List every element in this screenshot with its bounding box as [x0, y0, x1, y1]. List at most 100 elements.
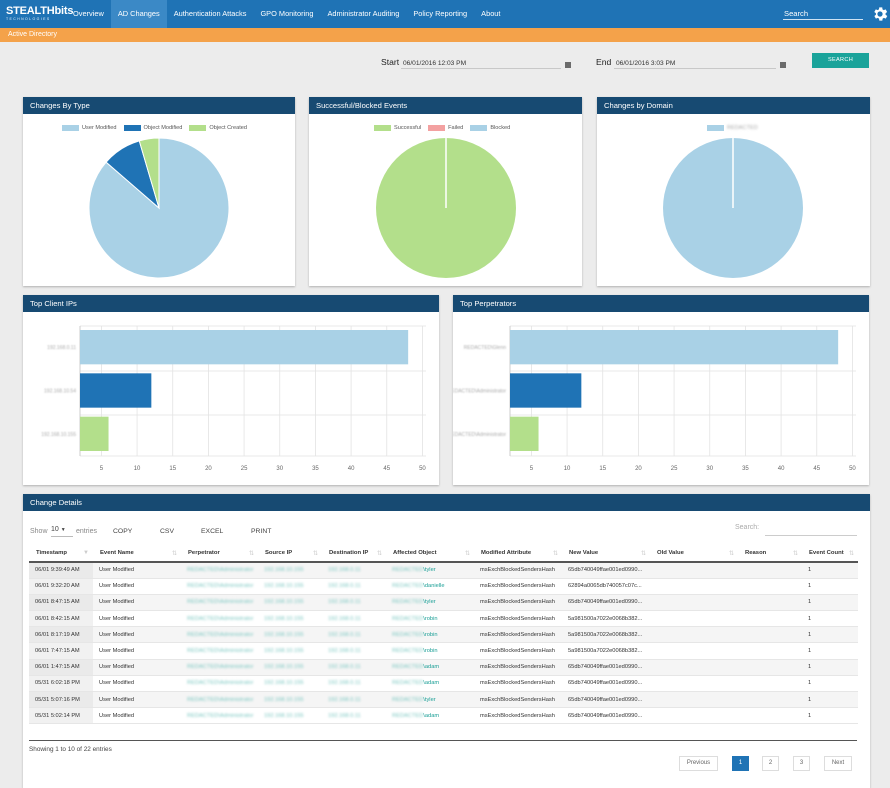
perpetrator-cell[interactable]: REDACTED\Administrator — [181, 659, 258, 676]
perpetrator-cell[interactable]: REDACTED\Administrator — [181, 562, 258, 579]
perpetrator-cell[interactable]: REDACTED\Administrator — [181, 691, 258, 709]
legend-item[interactable]: Successful — [374, 125, 421, 131]
destination-ip-cell[interactable]: 192.168.0.11 — [322, 707, 386, 725]
affected-object-cell[interactable]: REDACTED\adam — [386, 659, 474, 676]
legend-item[interactable]: Object Modified — [123, 125, 182, 131]
legend-item[interactable]: REDACTED — [707, 125, 758, 131]
source-ip-cell[interactable]: 192.168.10.155 — [258, 707, 322, 725]
column-header[interactable]: Affected Object ⇅ — [386, 545, 474, 563]
table-row[interactable]: 05/31 6:02:18 PM User Modified REDACTED\Ad… — [29, 675, 858, 693]
excel-button[interactable]: EXCEL — [201, 528, 224, 535]
gear-icon[interactable] — [871, 5, 889, 23]
column-header[interactable]: New Value ⇅ — [562, 545, 650, 563]
table-row[interactable]: 06/01 1:47:15 AM User Modified REDACTED\Ad… — [29, 659, 858, 676]
nav-authentication-attacks[interactable]: Authentication Attacks — [173, 9, 247, 18]
page-1-button[interactable]: 1 — [732, 756, 749, 771]
legend-item[interactable]: Object Created — [189, 125, 247, 131]
perpetrator-cell[interactable]: REDACTED\Administrator — [181, 675, 258, 693]
destination-ip-cell[interactable]: 192.168.0.11 — [322, 659, 386, 676]
search-button[interactable]: SEARCH — [812, 53, 869, 68]
table-row[interactable]: 06/01 8:17:19 AM User Modified REDACTED\Ad… — [29, 626, 858, 644]
column-header[interactable]: Perpetrator ⇅ — [181, 545, 258, 563]
destination-ip-cell[interactable]: 192.168.0.11 — [322, 675, 386, 693]
nav-about[interactable]: About — [481, 9, 501, 18]
affected-object-cell[interactable]: REDACTED\tyler — [386, 691, 474, 709]
table-row[interactable]: 06/01 8:42:15 AM User Modified REDACTED\Ad… — [29, 610, 858, 628]
column-header[interactable]: Destination IP ⇅ — [322, 545, 386, 563]
bar[interactable] — [510, 373, 582, 408]
destination-ip-cell[interactable]: 192.168.0.11 — [322, 691, 386, 709]
bar[interactable] — [510, 416, 539, 451]
column-header[interactable]: Event Count ⇅ — [802, 545, 858, 563]
column-header[interactable]: Old Value ⇅ — [650, 545, 738, 563]
start-calendar-icon[interactable] — [565, 62, 571, 68]
pie-slice[interactable] — [138, 137, 160, 209]
destination-ip-cell[interactable]: 192.168.0.11 — [322, 626, 386, 644]
column-header[interactable]: Source IP ⇅ — [258, 545, 322, 563]
affected-object-cell[interactable]: REDACTED\robin — [386, 642, 474, 660]
destination-ip-cell[interactable]: 192.168.0.11 — [322, 610, 386, 628]
destination-ip-cell[interactable]: 192.168.0.11 — [322, 562, 386, 579]
column-header[interactable]: Event Name ⇅ — [93, 545, 181, 563]
source-ip-cell[interactable]: 192.168.10.155 — [258, 594, 322, 612]
table-row[interactable]: 05/31 5:07:16 PM User Modified REDACTED\Ad… — [29, 691, 858, 709]
table-search-input[interactable] — [765, 524, 857, 536]
affected-object-cell[interactable]: REDACTED\robin — [386, 610, 474, 628]
nav-policy-reporting[interactable]: Policy Reporting — [413, 9, 468, 18]
nav-ad-changes[interactable]: AD Changes — [110, 0, 167, 28]
affected-object-cell[interactable]: REDACTED\robin — [386, 626, 474, 644]
entries-select[interactable]: 10 ▼ — [51, 526, 73, 537]
bar[interactable] — [80, 373, 152, 408]
next-button[interactable]: Next — [824, 756, 852, 771]
source-ip-cell[interactable]: 192.168.10.155 — [258, 691, 322, 709]
table-row[interactable]: 06/01 9:39:49 AM User Modified REDACTED\Ad… — [29, 562, 858, 579]
end-date-field[interactable]: 06/01/2016 3:03 PM — [614, 59, 776, 69]
perpetrator-cell[interactable]: REDACTED\Administrator — [181, 594, 258, 612]
table-row[interactable]: 05/31 5:02:14 PM User Modified REDACTED\Ad… — [29, 707, 858, 725]
source-ip-cell[interactable]: 192.168.10.155 — [258, 562, 322, 579]
perpetrator-cell[interactable]: REDACTED\Administrator — [181, 610, 258, 628]
legend-item[interactable]: Failed — [428, 125, 463, 131]
column-header[interactable]: Reason ⇅ — [738, 545, 802, 563]
table-row[interactable]: 06/01 9:32:20 AM User Modified REDACTED\Ad… — [29, 578, 858, 595]
nav-search-input[interactable]: Search — [783, 9, 863, 20]
destination-ip-cell[interactable]: 192.168.0.11 — [322, 642, 386, 660]
print-button[interactable]: PRINT — [251, 528, 272, 535]
end-calendar-icon[interactable] — [780, 62, 786, 68]
perpetrator-cell[interactable]: REDACTED\Administrator — [181, 707, 258, 725]
nav-administrator-auditing[interactable]: Administrator Auditing — [327, 9, 400, 18]
column-header[interactable]: Timestamp ▼ — [29, 545, 93, 563]
csv-button[interactable]: CSV — [160, 528, 174, 535]
source-ip-cell[interactable]: 192.168.10.155 — [258, 675, 322, 693]
source-ip-cell[interactable]: 192.168.10.155 — [258, 642, 322, 660]
stealthbits-logo[interactable]: STEALTHbits TECHNOLOGIES — [0, 0, 73, 28]
affected-object-cell[interactable]: REDACTED\tyler — [386, 562, 474, 579]
page-3-button[interactable]: 3 — [793, 756, 810, 771]
affected-object-cell[interactable]: REDACTED\adam — [386, 707, 474, 725]
source-ip-cell[interactable]: 192.168.10.155 — [258, 626, 322, 644]
table-row[interactable]: 06/01 8:47:15 AM User Modified REDACTED\Ad… — [29, 594, 858, 612]
perpetrator-cell[interactable]: REDACTED\Administrator — [181, 626, 258, 644]
destination-ip-cell[interactable]: 192.168.0.11 — [322, 578, 386, 595]
perpetrator-cell[interactable]: REDACTED\Administrator — [181, 578, 258, 595]
previous-button[interactable]: Previous — [679, 756, 718, 771]
page-2-button[interactable]: 2 — [762, 756, 779, 771]
source-ip-cell[interactable]: 192.168.10.155 — [258, 578, 322, 595]
legend-item[interactable]: User Modified — [62, 125, 117, 131]
start-date-field[interactable]: 06/01/2016 12:03 PM — [401, 59, 561, 69]
affected-object-cell[interactable]: REDACTED\danielle — [386, 578, 474, 595]
column-header[interactable]: Modified Attribute ⇅ — [474, 545, 562, 563]
affected-object-cell[interactable]: REDACTED\tyler — [386, 594, 474, 612]
source-ip-cell[interactable]: 192.168.10.155 — [258, 610, 322, 628]
destination-ip-cell[interactable]: 192.168.0.11 — [322, 594, 386, 612]
perpetrator-cell[interactable]: REDACTED\Administrator — [181, 642, 258, 660]
bar[interactable] — [80, 416, 109, 451]
bar[interactable] — [510, 330, 839, 365]
nav-overview[interactable]: Overview — [73, 9, 104, 18]
copy-button[interactable]: COPY — [113, 528, 133, 535]
nav-gpo-monitoring[interactable]: GPO Monitoring — [260, 9, 314, 18]
source-ip-cell[interactable]: 192.168.10.155 — [258, 659, 322, 676]
legend-item[interactable]: Blocked — [470, 125, 510, 131]
affected-object-cell[interactable]: REDACTED\adam — [386, 675, 474, 693]
bar[interactable] — [80, 330, 409, 365]
